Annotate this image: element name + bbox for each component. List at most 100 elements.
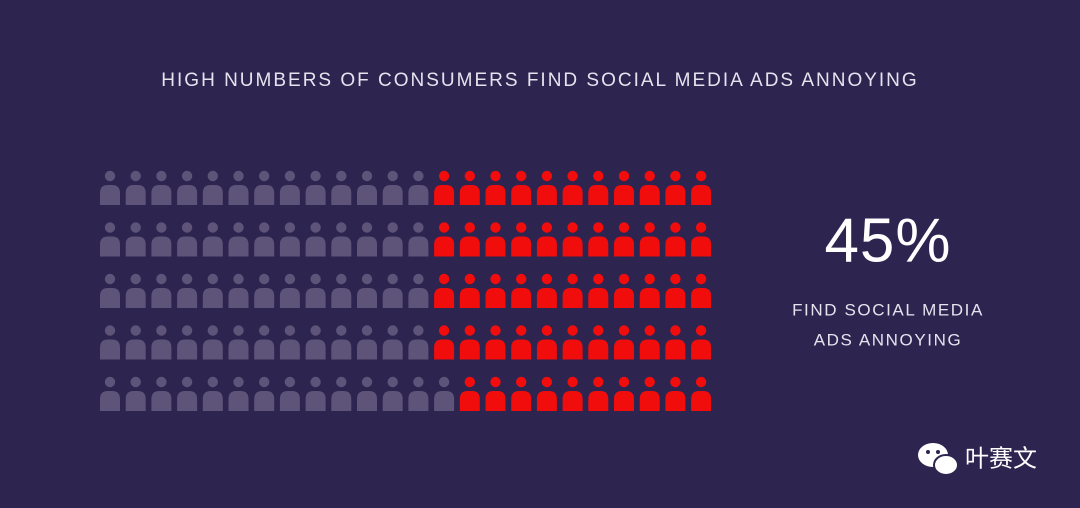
icon-head [284,273,296,285]
icon-body [408,391,429,411]
icon-body [177,236,198,257]
person-icon [357,222,377,257]
caption-line: ADS ANNOYING [814,330,963,349]
person-icon [279,376,300,411]
icon-head [490,222,501,233]
icon-head [104,325,116,336]
icon-head [181,273,193,285]
icon-body [485,236,506,257]
person-icon-highlighted [562,170,583,205]
icon-head [284,222,296,233]
icon-body [691,236,712,257]
icon-body [305,288,326,308]
person-icon [202,273,223,308]
icon-body [279,339,300,360]
icon-body [357,288,377,308]
person-icon-highlighted [691,222,712,257]
icon-body [382,391,403,411]
icon-head [490,273,501,285]
icon-head [593,170,604,182]
watermark: 叶赛文 [965,445,1037,472]
icon-body [614,339,634,360]
icon-body [151,339,172,360]
person-icon-highlighted [639,273,660,308]
icon-head [413,325,424,336]
icon-head [156,222,167,233]
icon-head [438,222,450,233]
icon-body [639,288,660,308]
icon-head [438,325,450,336]
icon-body [665,185,686,205]
icon-body [408,236,429,257]
person-icon [228,376,249,411]
icon-head [438,273,450,285]
person-icon-highlighted [588,325,609,360]
person-icon [100,325,120,360]
icon-body [459,339,480,360]
icon-head [233,170,244,182]
person-icon-highlighted [562,273,583,308]
icon-head [567,273,578,285]
icon-body [357,391,377,411]
icon-body [665,288,686,308]
icon-body [331,236,352,257]
person-icon-highlighted [511,170,532,205]
icon-head [541,273,553,285]
icon-head [516,325,527,336]
person-icon [202,376,223,411]
person-icon [177,325,198,360]
icon-head [156,376,167,388]
icon-head [104,376,116,388]
icon-head [413,376,424,388]
person-icon [100,170,120,205]
icon-head [207,222,218,233]
person-icon-highlighted [665,222,686,257]
icon-body [125,288,146,308]
person-icon [177,376,198,411]
person-icon-highlighted [588,273,609,308]
icon-head [104,222,116,233]
person-icon [151,273,172,308]
icon-body [331,288,352,308]
icon-body [100,391,120,411]
icon-head [130,170,141,182]
person-icon [151,325,172,360]
icon-head [387,222,398,233]
icon-head [181,222,193,233]
icon-head [361,222,373,233]
icon-body [485,391,506,411]
person-icon-highlighted [434,222,455,257]
icon-head [464,222,475,233]
icon-head [464,325,475,336]
icon-head [233,376,244,388]
person-icon [177,170,198,205]
icon-body [279,391,300,411]
person-icon-highlighted [691,325,712,360]
icon-body [125,185,146,205]
person-icon [151,376,172,411]
icon-head [181,170,193,182]
icon-body [536,339,557,360]
icon-head [541,222,553,233]
icon-head [516,376,527,388]
person-icon-highlighted [614,325,634,360]
person-icon [228,325,249,360]
person-icon-highlighted [485,376,506,411]
icon-head [644,376,655,388]
person-icon-highlighted [614,222,634,257]
icon-head [259,170,270,182]
icon-head [516,273,527,285]
icon-body [151,288,172,308]
person-icon [228,273,249,308]
person-icon [408,222,429,257]
icon-body [588,391,609,411]
icon-body [536,288,557,308]
icon-head [490,325,501,336]
icon-head [233,273,244,285]
person-icon [279,273,300,308]
person-icon-highlighted [614,170,634,205]
person-icon-highlighted [511,273,532,308]
person-icon [279,222,300,257]
icon-body [511,391,532,411]
icon-head [310,222,321,233]
